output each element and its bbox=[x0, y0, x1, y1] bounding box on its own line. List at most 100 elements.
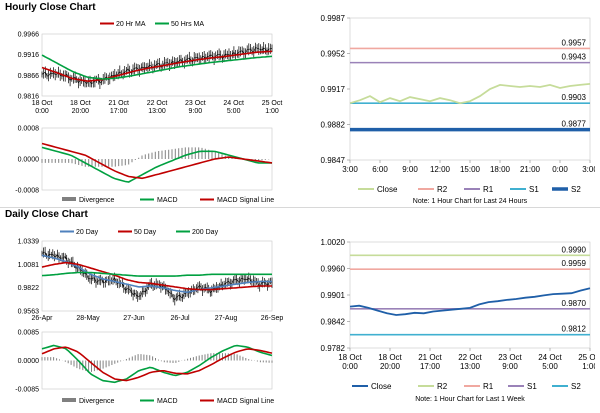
daily-macd-ytick-label: -0.0085 bbox=[15, 387, 39, 394]
hourly-macd-ytick-label: -0.0008 bbox=[15, 188, 39, 195]
daily-levels-xtick-label: 20:00 bbox=[380, 362, 401, 371]
hourly-levels-xtick-label: 0:00 bbox=[552, 165, 568, 174]
hourly-levels-legend-label: S1 bbox=[529, 185, 539, 194]
hourly-levels-ytick-label: 0.9917 bbox=[321, 85, 346, 94]
hourly-price-xtick-label: 25 Oct bbox=[262, 100, 283, 107]
daily-macd-macd-line bbox=[41, 344, 273, 384]
hourly-levels-level-s2-label: 0.9877 bbox=[562, 120, 587, 129]
hourly-levels-xtick-label: 21:00 bbox=[520, 165, 541, 174]
daily-price-xtick-label: 27-Aug bbox=[215, 315, 238, 322]
hourly-price-ma20-line bbox=[41, 50, 272, 82]
hourly-price-xtick-label: 21 Oct bbox=[108, 100, 129, 107]
hourly-price-xtick-label: 18 Oct bbox=[70, 100, 91, 107]
daily-price-ma20-line bbox=[41, 254, 272, 294]
hourly-price-xtick-label: 13:00 bbox=[148, 108, 166, 115]
hourly-macd-legend-label: MACD bbox=[157, 197, 178, 204]
hourly-levels-ytick-label: 0.9882 bbox=[321, 121, 346, 130]
hourly-macd-legend-swatch bbox=[62, 197, 76, 201]
hourly-levels-legend-label: R2 bbox=[437, 185, 448, 194]
daily-price-xtick-label: 26-Sep bbox=[261, 315, 284, 322]
hourly-price-xtick-label: 24 Oct bbox=[223, 100, 244, 107]
daily-levels-xtick-label: 9:00 bbox=[502, 362, 518, 371]
hourly-price-xtick-label: 9:00 bbox=[189, 108, 203, 115]
hourly-macd-chart: 0.0008 0.0000 -0.0008 Divergence MACD MACD Si… bbox=[15, 126, 274, 205]
daily-price-ytick-label: 0.9822 bbox=[18, 285, 40, 292]
daily-levels-plot-frame bbox=[349, 241, 591, 349]
daily-levels-ytick-label: 0.9842 bbox=[321, 318, 346, 327]
hourly-levels-chart: 0.9987 0.9952 0.9917 0.9882 0.9847 0.9957 0.99… bbox=[321, 14, 595, 205]
hourly-levels-close-line bbox=[349, 83, 591, 105]
daily-levels-xtick-label: 18 Oct bbox=[338, 353, 362, 362]
hourly-price-xtick-label: 17:00 bbox=[110, 108, 128, 115]
daily-macd-ytick-label: 0.0085 bbox=[18, 330, 40, 337]
hourly-levels-xtick-label: 3:00 bbox=[582, 165, 595, 174]
daily-levels-ytick-label: 0.9901 bbox=[321, 291, 346, 300]
daily-levels-legend-label: Close bbox=[371, 382, 392, 391]
daily-macd-signal-line bbox=[41, 346, 273, 382]
daily-levels-ytick-label: 1.0020 bbox=[321, 238, 346, 247]
hourly-macd-signal-line bbox=[41, 142, 273, 180]
hourly-macd-legend-label: Divergence bbox=[79, 197, 115, 204]
daily-price-ytick-label: 1.0339 bbox=[18, 239, 40, 246]
daily-macd-legend-label: Divergence bbox=[79, 398, 115, 405]
hourly-levels-xtick-label: 6:00 bbox=[372, 165, 388, 174]
daily-levels-level-r1-label: 0.9959 bbox=[562, 259, 587, 268]
daily-price-legend-label: 50 Day bbox=[134, 229, 157, 236]
hourly-levels-ytick-label: 0.9952 bbox=[321, 50, 346, 59]
hourly-levels-ytick-label: 0.9987 bbox=[321, 14, 346, 23]
hourly-levels-legend-label: Close bbox=[377, 185, 398, 194]
hourly-price-xtick-label: 18 Oct bbox=[32, 100, 53, 107]
daily-price-ma200-line bbox=[41, 271, 272, 277]
hourly-levels-level-s1-label: 0.9903 bbox=[562, 93, 587, 102]
daily-levels-xtick-label: 1:00 bbox=[582, 362, 595, 371]
hourly-price-xtick-label: 5:00 bbox=[227, 108, 241, 115]
daily-levels-level-s2-label: 0.9812 bbox=[562, 325, 587, 334]
daily-levels-level-s1-label: 0.9870 bbox=[562, 299, 587, 308]
hourly-levels-xtick-label: 9:00 bbox=[402, 165, 418, 174]
daily-levels-note: Note: 1 Hour Chart for Last 1 Week bbox=[415, 396, 525, 403]
hourly-macd-ytick-label: 0.0000 bbox=[18, 157, 40, 164]
daily-macd-legend-label: MACD Signal Line bbox=[217, 398, 274, 405]
daily-section-title: Daily Close Chart bbox=[5, 209, 88, 220]
daily-levels-xtick-label: 0:00 bbox=[342, 362, 358, 371]
daily-price-xtick-label: 27-Jun bbox=[123, 315, 145, 322]
hourly-price-legend-label: 50 Hrs MA bbox=[171, 21, 204, 28]
hourly-levels-level-r1-label: 0.9943 bbox=[562, 53, 587, 62]
daily-levels-xtick-label: 18 Oct bbox=[378, 353, 402, 362]
hourly-price-xtick-label: 22 Oct bbox=[147, 100, 168, 107]
daily-levels-level-r2-label: 0.9990 bbox=[562, 245, 587, 254]
daily-macd-legend-swatch bbox=[62, 398, 76, 402]
daily-levels-xtick-label: 17:00 bbox=[420, 362, 441, 371]
daily-price-ytick-label: 0.9563 bbox=[18, 309, 40, 316]
hourly-price-price-bars bbox=[41, 42, 273, 89]
hourly-price-xtick-label: 0:00 bbox=[35, 108, 49, 115]
daily-levels-xtick-label: 5:00 bbox=[542, 362, 558, 371]
daily-levels-legend-label: R1 bbox=[483, 382, 494, 391]
hourly-price-xtick-label: 20:00 bbox=[72, 108, 90, 115]
hourly-price-legend-label: 20 Hr MA bbox=[116, 21, 146, 28]
hourly-levels-ytick-label: 0.9847 bbox=[321, 156, 346, 165]
hourly-levels-note: Note: 1 Hour Chart for Last 24 Hours bbox=[413, 198, 528, 205]
daily-price-xtick-label: 26-Jul bbox=[170, 315, 190, 322]
daily-levels-ytick-label: 0.9782 bbox=[321, 344, 346, 353]
daily-price-ma50-line bbox=[41, 261, 272, 291]
daily-price-plot-frame bbox=[41, 240, 273, 312]
daily-levels-xtick-label: 24 Oct bbox=[538, 353, 562, 362]
daily-macd-ytick-label: 0.0000 bbox=[18, 358, 40, 365]
daily-price-ytick-label: 1.0081 bbox=[18, 262, 40, 269]
daily-levels-xtick-label: 25 Oct bbox=[578, 353, 595, 362]
hourly-price-ytick-label: 0.9816 bbox=[18, 94, 40, 101]
hourly-levels-legend-label: R1 bbox=[483, 185, 494, 194]
daily-price-legend-label: 200 Day bbox=[192, 229, 219, 236]
hourly-levels-xtick-label: 3:00 bbox=[342, 165, 358, 174]
hourly-price-ytick-label: 0.9966 bbox=[18, 32, 40, 39]
daily-macd-chart: 0.0085 0.0000 -0.0085 Divergence MACD MACD Si… bbox=[15, 330, 274, 406]
hourly-price-ma50-line bbox=[41, 54, 273, 80]
daily-levels-close-line bbox=[349, 287, 591, 316]
hourly-price-ytick-label: 0.9916 bbox=[18, 52, 40, 59]
daily-price-xtick-label: 26-Apr bbox=[31, 315, 53, 322]
hourly-price-plot-frame bbox=[41, 33, 273, 97]
daily-levels-xtick-label: 23 Oct bbox=[498, 353, 522, 362]
daily-levels-legend-label: S2 bbox=[571, 382, 581, 391]
daily-levels-xtick-label: 22 Oct bbox=[458, 353, 482, 362]
